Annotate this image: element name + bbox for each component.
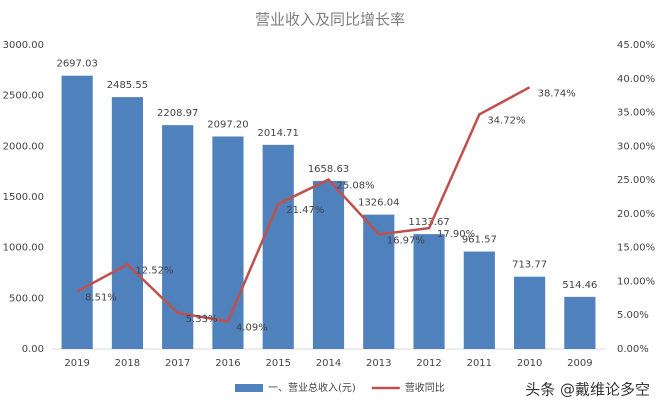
x-tick-label: 2018 (115, 358, 140, 369)
y-tick-label: 2000.00 (3, 141, 44, 152)
bar (212, 136, 244, 349)
bar-label: 1326.04 (358, 198, 399, 209)
x-tick-label: 2013 (366, 358, 391, 369)
y-tick-label: 0.00 (22, 344, 44, 355)
bar-label: 2485.55 (107, 80, 148, 91)
y2-tick-label: 25.00% (617, 175, 655, 186)
bar (61, 75, 93, 349)
line-label: 16.97% (387, 235, 425, 246)
y2-tick-label: 15.00% (617, 243, 655, 254)
x-tick-label: 2009 (567, 358, 592, 369)
x-tick-label: 2019 (64, 358, 89, 369)
line-label: 25.08% (337, 181, 375, 192)
bar (312, 180, 345, 349)
bar-label: 2097.20 (207, 119, 248, 130)
legend-label: 营收同比 (405, 381, 445, 394)
y-tick-label: 1000.00 (3, 243, 44, 254)
y2-tick-label: 30.00% (617, 141, 655, 152)
y2-tick-label: 35.00% (617, 108, 655, 119)
bar (363, 214, 395, 349)
y-tick-label: 3000.00 (3, 40, 44, 51)
line-label: 4.09% (236, 322, 268, 333)
line-label: 38.74% (538, 88, 576, 99)
line-label: 21.47% (286, 205, 324, 216)
line (76, 86, 531, 323)
y2-tick-label: 5.00% (617, 310, 649, 321)
x-tick-label: 2010 (517, 358, 542, 369)
bar-label: 961.57 (462, 235, 497, 246)
x-tick-label: 2015 (266, 358, 291, 369)
line-label: 5.33% (186, 314, 218, 325)
y2-tick-label: 40.00% (617, 74, 655, 85)
x-tick-label: 2014 (316, 358, 341, 369)
y2-tick-label: 45.00% (617, 40, 655, 51)
y-tick-label: 500.00 (9, 293, 44, 304)
line-label: 8.51% (85, 293, 117, 304)
bar-label: 514.46 (562, 280, 597, 291)
bar-label: 2208.97 (157, 108, 198, 119)
y2-tick-label: 0.00% (617, 344, 649, 355)
bar (514, 276, 546, 349)
line-label: 17.90% (437, 229, 475, 240)
x-tick-label: 2012 (416, 358, 441, 369)
bar (111, 97, 143, 349)
x-tick-label: 2011 (467, 358, 492, 369)
bar-label: 713.77 (512, 260, 547, 271)
bar (564, 296, 596, 349)
y2-tick-label: 20.00% (617, 209, 655, 220)
chart-title: 营业收入及同比增长率 (255, 11, 405, 29)
bar-label: 1658.63 (308, 164, 349, 175)
line-label: 12.52% (135, 265, 173, 276)
y-tick-label: 2500.00 (3, 91, 44, 102)
line-label: 34.72% (487, 115, 525, 126)
bar-label: 2697.03 (56, 59, 97, 70)
bar (413, 234, 445, 349)
legend-swatch (235, 384, 263, 392)
bar-label: 1133.67 (408, 217, 449, 228)
bar (463, 251, 495, 349)
watermark: 头条 @戴维论多空 (525, 381, 650, 399)
y2-tick-label: 10.00% (617, 276, 655, 287)
y-tick-label: 1500.00 (3, 192, 44, 203)
bar (262, 144, 294, 349)
legend-label: 一、营业总收入(元) (268, 381, 356, 394)
x-tick-label: 2016 (215, 358, 240, 369)
x-tick-label: 2017 (165, 358, 190, 369)
bar-label: 2014.71 (258, 128, 299, 139)
